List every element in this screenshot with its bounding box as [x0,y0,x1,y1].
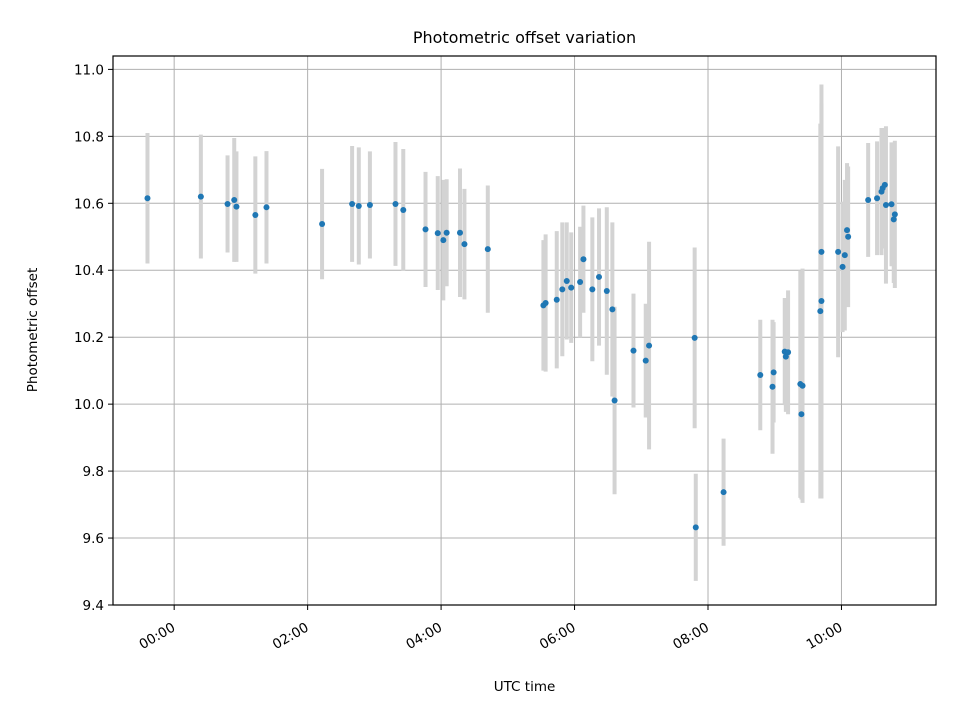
y-tick-label: 11.0 [74,62,104,78]
data-point [845,233,852,240]
data-point [596,273,603,280]
x-tick-label: 10:00 [804,620,846,653]
x-axis: 00:00 02:00 04:00 06:00 08:00 10:00 [136,605,845,653]
plot-frame [112,55,937,606]
data-point [799,382,806,389]
data-point [589,286,596,293]
data-point [798,411,805,418]
data-point [434,230,441,237]
y-tick-label: 10.2 [74,330,104,346]
y-axis: 9.4 9.6 9.8 10.0 10.2 10.4 10.6 10.8 11.0 [74,62,113,614]
data-point [817,308,824,315]
data-point [553,296,560,303]
y-tick-label: 10.6 [74,196,104,212]
y-tick-label: 9.4 [83,598,104,614]
data-point [881,181,888,188]
data-point [839,263,846,270]
data-point [865,196,872,203]
data-point [642,357,649,364]
data-point [770,369,777,376]
data-point [611,397,618,404]
data-point [231,196,238,203]
y-axis-label: Photometric offset [25,268,41,392]
y-tick-label: 9.6 [83,531,104,547]
data-point [461,241,468,248]
data-point [580,256,587,263]
data-point [197,193,204,200]
chart-title: Photometric offset variation [413,28,636,47]
data-point [233,203,240,210]
data-point [841,252,848,259]
data-point [646,342,653,349]
data-point [456,229,463,236]
data-point [440,237,447,244]
data-point [252,212,259,219]
data-point [882,201,889,208]
data-point [890,216,897,223]
data-point [888,201,895,208]
data-point [692,524,699,531]
data-point [263,204,270,211]
data-point [835,248,842,255]
data-point [568,284,575,291]
y-tick-label: 10.0 [74,397,104,413]
data-point [559,286,566,293]
grid-lines [113,56,936,606]
x-tick-label: 06:00 [537,620,579,653]
data-point [542,300,549,307]
data-point [484,246,491,253]
data-point [224,200,231,207]
data-point [603,287,610,294]
data-point [349,200,356,207]
data-point [366,201,373,208]
error-bars [145,84,897,581]
data-point [319,221,326,228]
data-point [422,226,429,233]
data-point [818,298,825,305]
x-tick-label: 04:00 [403,620,445,653]
y-tick-label: 10.4 [74,263,104,279]
data-point [691,334,698,341]
data-point [757,372,764,379]
data-point [609,306,616,313]
data-point [720,489,727,496]
data-point [818,248,825,255]
data-point [392,200,399,207]
data-point [563,277,570,284]
data-point [355,202,362,209]
data-point [769,383,776,390]
y-tick-label: 10.8 [74,129,104,145]
data-point [891,211,898,218]
data-point [443,229,450,236]
x-tick-label: 00:00 [136,620,178,653]
x-tick-label: 08:00 [670,620,712,653]
data-point [144,195,151,202]
x-axis-label: UTC time [494,679,556,695]
data-point [577,278,584,285]
y-tick-label: 9.8 [83,464,104,480]
data-point [785,349,792,356]
data-points [144,181,898,531]
data-point [874,195,881,202]
data-point [630,347,637,354]
data-point [844,227,851,234]
data-point [400,206,407,213]
x-tick-label: 02:00 [270,620,312,653]
